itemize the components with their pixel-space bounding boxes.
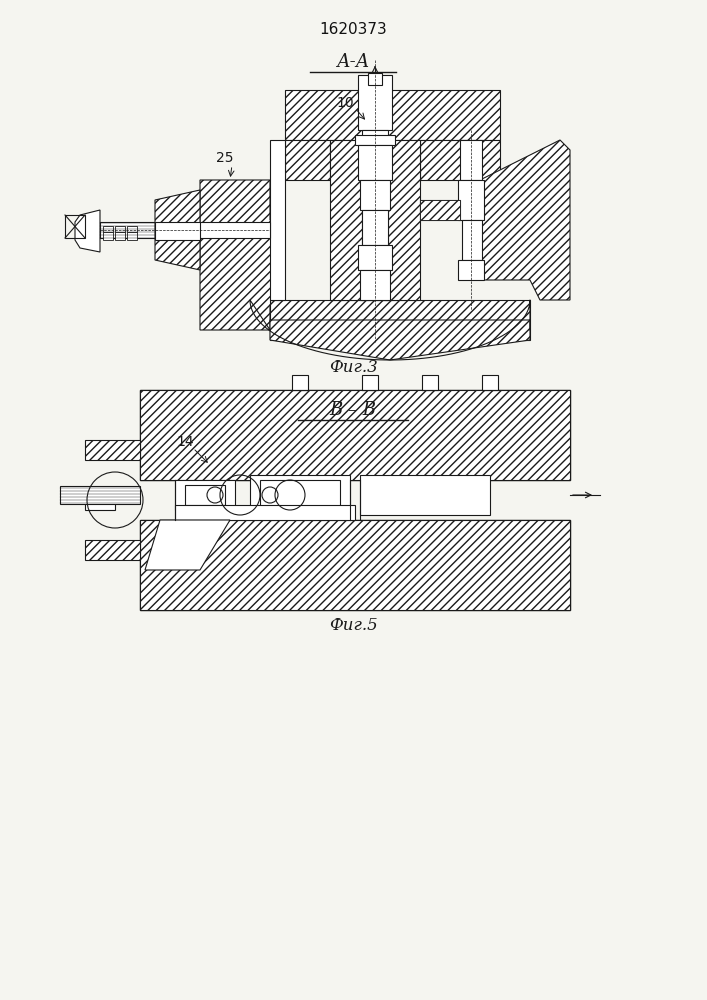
Bar [358,145,392,180]
Polygon shape [85,440,140,460]
Bar [360,475,490,515]
Polygon shape [285,90,500,140]
Bar [103,232,113,240]
Bar [362,375,378,390]
Polygon shape [270,320,530,360]
Bar [362,210,388,245]
Bar [292,375,308,390]
Bar [360,180,390,210]
Polygon shape [75,210,100,252]
Text: Фиг.3: Фиг.3 [329,360,378,376]
Bar [175,505,355,520]
Polygon shape [330,140,365,300]
Text: Фиг.5: Фиг.5 [329,616,378,634]
Polygon shape [270,300,530,340]
Polygon shape [155,190,200,270]
Polygon shape [420,200,460,220]
Bar [362,130,388,300]
Polygon shape [420,140,500,180]
Bar [358,75,392,130]
Text: 1620373: 1620373 [319,22,387,37]
Bar [458,260,484,280]
Text: В – В: В – В [329,401,377,419]
Bar [85,490,115,510]
Bar [482,375,498,390]
Bar [422,375,438,390]
Polygon shape [480,140,570,300]
Bar [65,215,85,238]
Bar [358,245,392,270]
Bar [127,226,137,232]
Polygon shape [145,520,230,570]
Bar [250,475,350,515]
Text: 25: 25 [216,151,234,165]
Polygon shape [140,390,570,480]
Polygon shape [285,140,330,180]
Bar [355,135,395,145]
Bar [127,232,137,240]
Text: 10: 10 [337,96,354,110]
Bar [140,390,570,480]
Polygon shape [85,540,140,560]
Bar [140,520,570,610]
Bar [60,486,140,504]
Bar [115,226,125,232]
Bar [175,480,235,510]
Bar [260,480,340,510]
Bar [100,222,270,238]
Bar [360,270,390,300]
Polygon shape [140,520,570,610]
Polygon shape [385,140,420,300]
Bar [368,73,382,85]
Bar [115,232,125,240]
Bar [185,485,225,505]
Bar [103,226,113,232]
Bar [155,222,200,240]
Bar [270,140,285,300]
Bar [462,220,482,260]
Bar [458,180,484,220]
Text: 14: 14 [176,435,194,449]
Text: А-А: А-А [337,53,370,71]
Bar [420,200,460,220]
Polygon shape [200,180,280,330]
Bar [460,140,482,180]
